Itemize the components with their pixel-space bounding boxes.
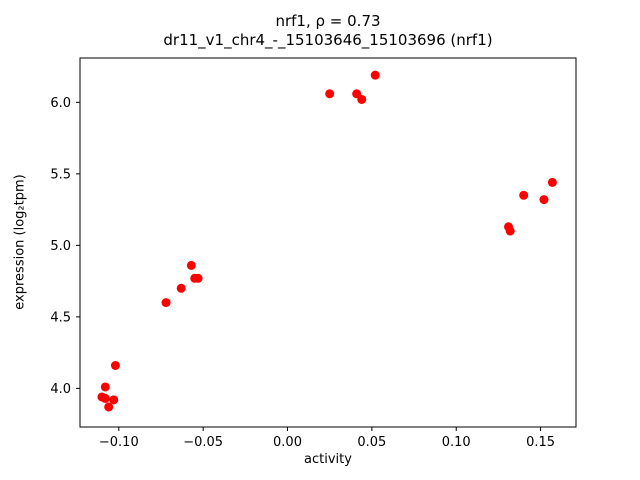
data-point bbox=[186, 260, 196, 270]
data-point bbox=[110, 361, 120, 370]
x-axis-label: activity bbox=[304, 452, 352, 467]
data-point bbox=[109, 395, 119, 405]
plot-area bbox=[79, 57, 577, 428]
x-tick-label: −0.05 bbox=[183, 435, 223, 450]
x-tick-label: 0.10 bbox=[442, 435, 471, 450]
data-point bbox=[325, 89, 335, 99]
data-point bbox=[505, 226, 515, 236]
chart-subtitle: dr11_v1_chr4_-_15103646_15103696 (nrf1) bbox=[163, 31, 493, 49]
data-point bbox=[161, 298, 171, 308]
y-tick-label: 4.5 bbox=[50, 310, 71, 325]
chart-title: nrf1, ρ = 0.73 bbox=[275, 12, 381, 30]
data-point bbox=[370, 70, 380, 80]
x-tick-label: −0.10 bbox=[99, 435, 139, 450]
x-tick-label: 0.05 bbox=[357, 435, 386, 450]
data-point bbox=[176, 283, 186, 293]
data-point bbox=[100, 393, 110, 403]
data-point bbox=[539, 195, 549, 205]
data-point bbox=[519, 190, 529, 200]
y-tick-label: 5.0 bbox=[50, 239, 71, 254]
data-point bbox=[193, 273, 203, 283]
x-tick-label: 0.00 bbox=[273, 435, 302, 450]
x-tick-label: 0.15 bbox=[526, 435, 555, 450]
data-point bbox=[104, 402, 114, 412]
y-tick-label: 5.5 bbox=[50, 167, 71, 182]
data-point bbox=[357, 94, 367, 104]
y-tick-label: 6.0 bbox=[50, 96, 71, 111]
data-point bbox=[547, 177, 557, 187]
y-tick-label: 4.0 bbox=[50, 382, 71, 397]
data-point bbox=[100, 382, 110, 392]
